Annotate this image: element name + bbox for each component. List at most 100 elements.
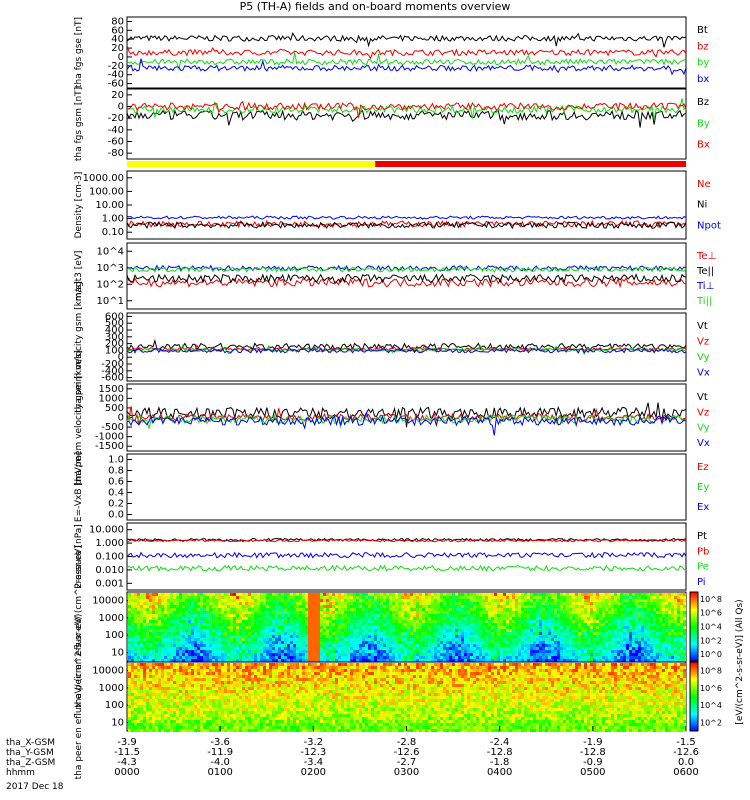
heatmap-cell xyxy=(134,672,137,675)
heatmap-cell xyxy=(404,596,407,599)
heatmap-cell xyxy=(194,708,197,711)
heatmap-cell xyxy=(578,626,581,629)
heatmap-cell xyxy=(515,599,518,602)
heatmap-cell xyxy=(605,641,608,644)
heatmap-cell xyxy=(248,656,251,659)
heatmap-cell xyxy=(581,626,584,629)
heatmap-cell xyxy=(497,617,500,620)
heatmap-cell xyxy=(233,614,236,617)
heatmap-cell xyxy=(347,599,350,602)
heatmap-cell xyxy=(371,653,374,656)
heatmap-cell xyxy=(479,620,482,623)
heatmap-cell xyxy=(281,632,284,635)
heatmap-cell xyxy=(203,647,206,650)
heatmap-cell xyxy=(218,599,221,602)
heatmap-cell xyxy=(302,608,305,611)
heatmap-cell xyxy=(263,656,266,659)
heatmap-cell xyxy=(224,593,227,596)
heatmap-cell xyxy=(410,626,413,629)
panel-9-ylabel: Pressure [nPa] xyxy=(74,524,84,589)
heatmap-cell xyxy=(170,593,173,596)
heatmap-cell xyxy=(317,602,320,605)
heatmap-cell xyxy=(656,620,659,623)
heatmap-cell xyxy=(650,593,653,596)
heatmap-cell xyxy=(674,629,677,632)
heatmap-cell xyxy=(674,650,677,653)
heatmap-cell xyxy=(260,623,263,626)
heatmap-cell xyxy=(287,614,290,617)
heatmap-cell xyxy=(434,650,437,653)
heatmap-cell xyxy=(455,626,458,629)
heatmap-cell xyxy=(152,644,155,647)
heatmap-cell xyxy=(341,641,344,644)
heatmap-cell xyxy=(272,626,275,629)
heatmap-cell xyxy=(188,666,191,669)
heatmap-cell xyxy=(365,641,368,644)
heatmap-cell xyxy=(287,623,290,626)
heatmap-cell xyxy=(278,659,281,662)
heatmap-cell xyxy=(509,641,512,644)
heatmap-cell xyxy=(410,608,413,611)
heatmap-cell xyxy=(362,629,365,632)
heatmap-cell xyxy=(167,672,170,675)
heatmap-cell xyxy=(164,608,167,611)
heatmap-cell xyxy=(398,599,401,602)
heatmap-cell xyxy=(383,635,386,638)
heatmap-cell xyxy=(674,647,677,650)
heatmap-cell xyxy=(488,650,491,653)
heatmap-cell xyxy=(671,599,674,602)
heatmap-cell xyxy=(143,723,146,726)
heatmap-cell xyxy=(557,599,560,602)
heatmap-cell xyxy=(293,596,296,599)
heatmap-cell xyxy=(239,635,242,638)
heatmap-cell xyxy=(158,681,161,684)
heatmap-cell xyxy=(479,611,482,614)
heatmap-cell xyxy=(137,656,140,659)
heatmap-cell xyxy=(455,641,458,644)
heatmap-cell xyxy=(344,629,347,632)
heatmap-cell xyxy=(392,653,395,656)
heatmap-cell xyxy=(245,659,248,662)
heatmap-cell xyxy=(185,699,188,702)
heatmap-cell xyxy=(290,656,293,659)
heatmap-cell xyxy=(218,641,221,644)
heatmap-cell xyxy=(146,614,149,617)
heatmap-cell xyxy=(659,593,662,596)
heatmap-cell xyxy=(272,608,275,611)
heatmap-cell xyxy=(332,644,335,647)
heatmap-cell xyxy=(332,608,335,611)
heatmap-cell xyxy=(158,656,161,659)
heatmap-cell xyxy=(380,653,383,656)
heatmap-cell xyxy=(305,599,308,602)
heatmap-cell xyxy=(158,623,161,626)
heatmap-cell xyxy=(182,696,185,699)
heatmap-cell xyxy=(284,626,287,629)
heatmap-cell xyxy=(266,656,269,659)
heatmap-cell xyxy=(488,623,491,626)
heatmap-cell xyxy=(338,602,341,605)
heatmap-cell xyxy=(194,632,197,635)
heatmap-cell xyxy=(365,620,368,623)
heatmap-cell xyxy=(293,602,296,605)
heatmap-cell xyxy=(476,635,479,638)
heatmap-cell xyxy=(317,608,320,611)
heatmap-cell xyxy=(647,647,650,650)
panel-8-ylabel: E=-VxB [mV/m] xyxy=(74,452,84,522)
heatmap-cell xyxy=(392,611,395,614)
heatmap-cell xyxy=(359,632,362,635)
heatmap-cell xyxy=(140,666,143,669)
heatmap-cell xyxy=(200,611,203,614)
heatmap-cell xyxy=(248,608,251,611)
heatmap-cell xyxy=(233,593,236,596)
heatmap-cell xyxy=(164,714,167,717)
heatmap-cell xyxy=(614,647,617,650)
heatmap-cell xyxy=(509,626,512,629)
heatmap-cell xyxy=(656,596,659,599)
heatmap-cell xyxy=(182,596,185,599)
heatmap-cell xyxy=(167,611,170,614)
heatmap-cell xyxy=(431,614,434,617)
heatmap-cell xyxy=(473,626,476,629)
heatmap-cell xyxy=(677,596,680,599)
heatmap-cell xyxy=(626,647,629,650)
heatmap-cell xyxy=(248,626,251,629)
